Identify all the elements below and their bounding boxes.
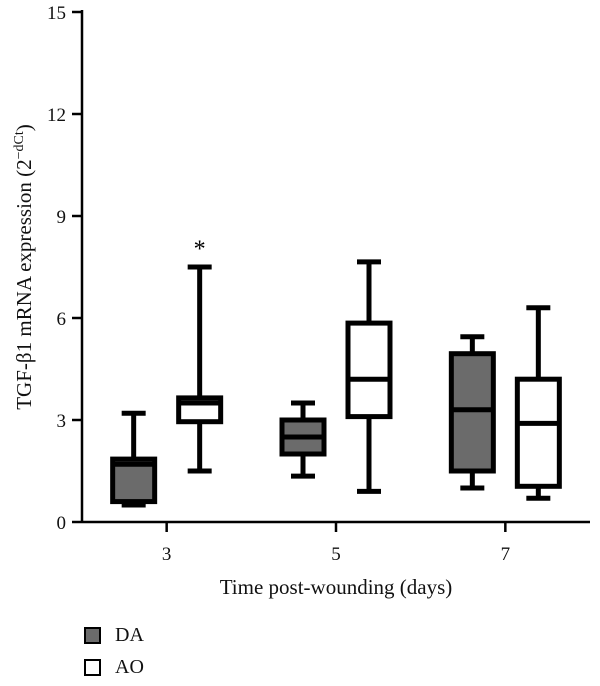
box-da-7 <box>448 351 496 474</box>
y-tick-label: 0 <box>57 513 67 534</box>
y-tick-label: 6 <box>57 309 67 330</box>
legend-label-ao: AO <box>115 655 144 678</box>
legend-swatch-da <box>84 626 101 644</box>
box-ao-7 <box>514 376 562 489</box>
legend-swatch-ao <box>84 658 101 676</box>
box-ao-5 <box>345 320 393 420</box>
x-tick-label: 5 <box>331 544 341 565</box>
x-axis-title: Time post-wounding (days) <box>220 575 453 599</box>
x-tick-label: 7 <box>501 544 511 565</box>
x-tick-label: 3 <box>162 544 172 565</box>
legend-item-da: DA <box>84 622 144 648</box>
significance-asterisk: * <box>194 237 206 263</box>
legend-label-da: DA <box>115 623 144 646</box>
y-tick-label: 12 <box>47 105 66 126</box>
y-axis-title: TGF-β1 mRNA expression (2−dCt) <box>12 124 36 410</box>
y-tick-label: 3 <box>57 411 67 432</box>
y-tick-label: 15 <box>47 3 66 24</box>
y-tick-label: 9 <box>57 207 67 228</box>
legend: DA AO <box>84 622 144 686</box>
legend-item-ao: AO <box>84 654 144 680</box>
box-plot-chart: 0 3 6 9 12 15 3 5 7 Time post-wounding (days) TGF-… <box>12 3 590 599</box>
